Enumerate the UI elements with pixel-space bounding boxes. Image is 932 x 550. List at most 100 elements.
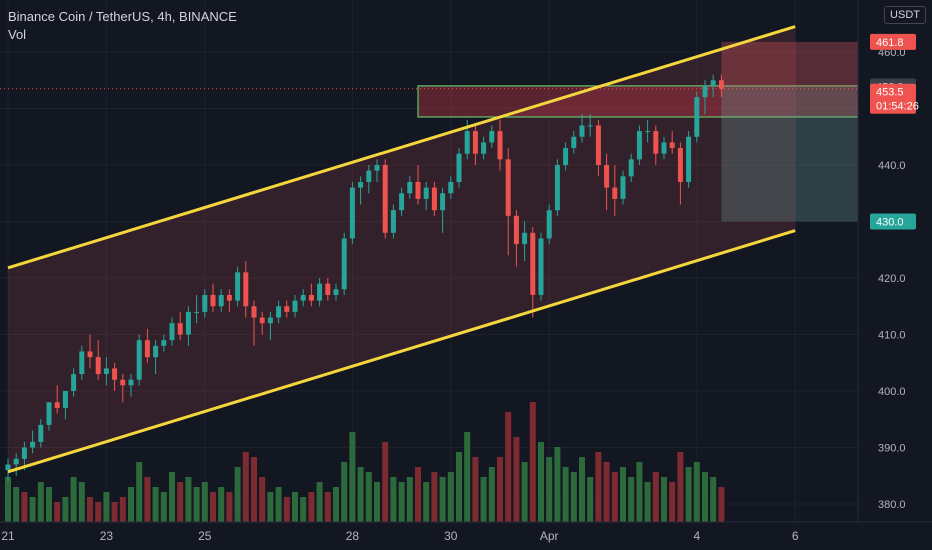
candle	[505, 159, 511, 216]
volume-bar	[349, 432, 356, 522]
candle	[317, 283, 323, 301]
candle	[120, 379, 126, 386]
candle	[218, 294, 224, 307]
candle	[620, 176, 626, 199]
symbol-title: Binance Coin / TetherUS, 4h, BINANCE	[8, 9, 237, 24]
volume-bar	[357, 467, 364, 522]
volume-bar	[193, 487, 200, 522]
currency-button[interactable]: USDT	[884, 6, 926, 24]
candle	[374, 165, 380, 171]
volume-bar	[62, 497, 69, 522]
candle	[341, 238, 347, 290]
volume-bar	[546, 457, 553, 522]
x-tick-label: 25	[198, 529, 212, 543]
candle	[79, 351, 85, 375]
volume-bar	[464, 432, 471, 522]
volume-bar	[259, 477, 266, 522]
candle	[308, 294, 314, 301]
volume-bar	[341, 462, 348, 522]
candle	[71, 374, 77, 391]
candle	[38, 424, 44, 442]
y-tick-label: 420.0	[878, 273, 906, 285]
volume-bar	[669, 482, 676, 522]
candle	[677, 148, 683, 182]
candle	[546, 210, 552, 239]
volume-bar	[275, 487, 282, 522]
volume-bar	[702, 472, 708, 522]
volume-bar	[308, 492, 315, 522]
x-tick-label: Apr	[540, 529, 559, 543]
volume-bar	[431, 472, 438, 522]
price-tag	[870, 213, 916, 230]
volume-bar	[685, 467, 692, 522]
volume-bar	[456, 452, 462, 522]
volume-bar	[415, 467, 421, 522]
candle	[587, 125, 593, 127]
candle	[464, 131, 470, 154]
volume-bar	[29, 497, 36, 522]
volume-bar	[95, 502, 102, 522]
volume-bar	[87, 497, 93, 522]
candle	[579, 125, 585, 137]
volume-bar	[324, 492, 331, 522]
volume-bar	[128, 487, 134, 522]
candle	[46, 402, 52, 425]
candle	[497, 131, 503, 160]
candle	[628, 159, 634, 177]
price-tag	[870, 33, 916, 50]
candle	[5, 464, 11, 471]
candle	[513, 215, 519, 245]
candle	[210, 294, 216, 307]
volume-bar	[693, 462, 700, 522]
volume-bar	[423, 482, 430, 522]
candle	[612, 187, 618, 199]
price-tag	[870, 97, 916, 114]
price-tag	[870, 83, 916, 100]
volume-bar	[242, 452, 249, 522]
volume-bar	[611, 472, 618, 522]
candle	[423, 187, 429, 199]
volume-bar	[390, 477, 397, 522]
volume-bar	[570, 472, 577, 522]
candle	[54, 402, 60, 408]
volume-bar	[78, 482, 85, 522]
candle	[489, 131, 495, 143]
candle	[136, 340, 142, 380]
candle	[530, 232, 536, 295]
y-tick-label: 400.0	[878, 386, 906, 398]
volume-bar	[201, 482, 208, 522]
candle	[103, 368, 109, 375]
volume-bar	[177, 482, 184, 522]
volume-bar	[300, 497, 307, 522]
volume-bar	[21, 492, 28, 522]
volume-bar	[234, 467, 241, 522]
y-tick-label: 460.0	[878, 47, 906, 59]
price-tag-label: 01:54:26	[876, 101, 919, 113]
volume-bar	[554, 447, 561, 522]
volume-bar	[661, 477, 667, 522]
stop-loss-zone	[721, 41, 858, 87]
candle	[554, 165, 560, 211]
y-tick-label: 410.0	[878, 330, 906, 342]
volume-bar	[710, 477, 717, 522]
chart-legend: Binance Coin / TetherUS, 4h, BINANCE Vol	[8, 8, 237, 44]
channel-upper-line	[7, 25, 796, 270]
volume-bar	[406, 477, 413, 522]
volume-bar	[152, 487, 159, 522]
volume-bar	[382, 442, 389, 522]
volume-bar	[111, 502, 118, 522]
volume-bar	[480, 477, 487, 522]
volume-bar	[497, 457, 503, 522]
candle	[194, 311, 200, 313]
candle	[325, 283, 331, 295]
candle	[251, 306, 257, 318]
candle	[653, 131, 659, 154]
candle	[718, 80, 724, 89]
y-tick-label: 380.0	[878, 499, 906, 511]
candle	[481, 142, 487, 154]
volume-bar	[283, 497, 290, 522]
candle	[440, 193, 446, 211]
volume-bar	[185, 477, 192, 522]
volume-bar	[70, 477, 77, 522]
